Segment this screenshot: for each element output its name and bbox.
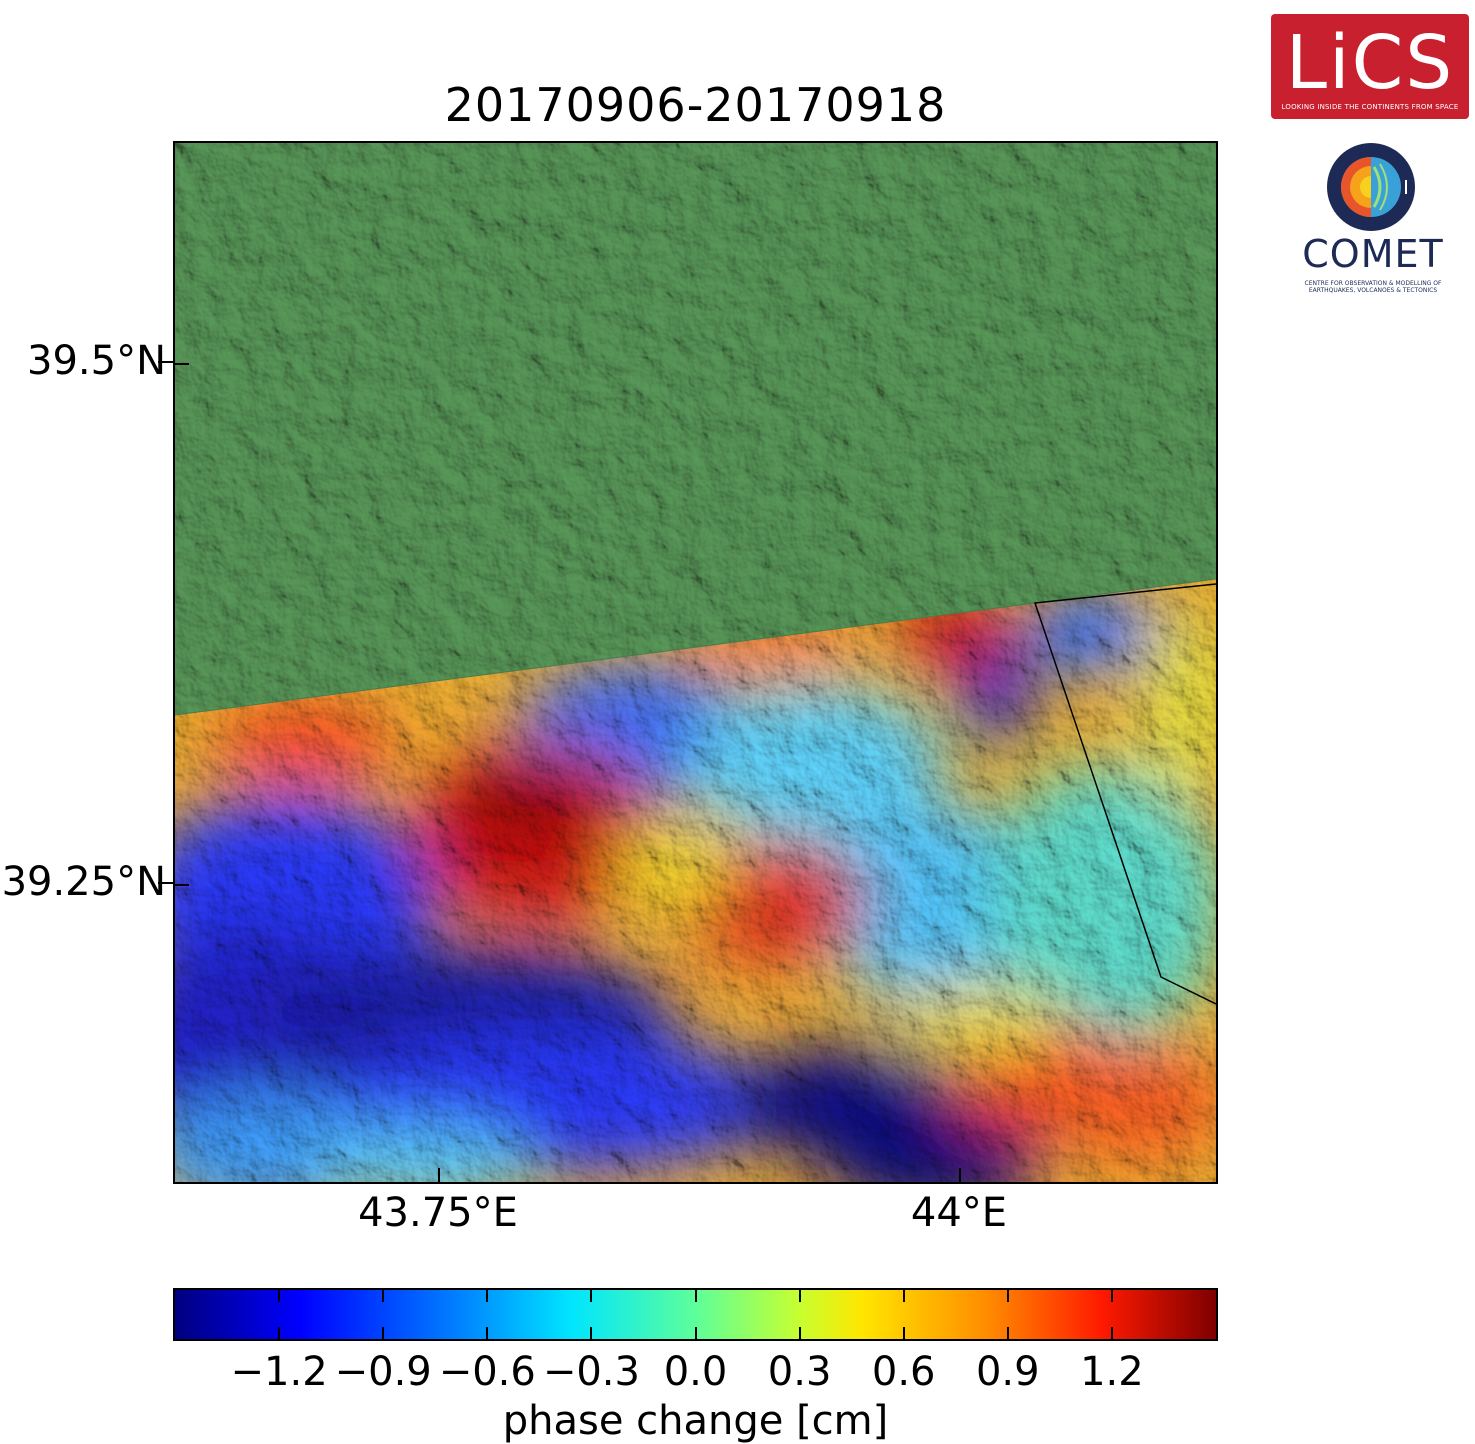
- comet-logo-text: COMET: [1302, 232, 1444, 276]
- terrain-relief: [175, 143, 1216, 1182]
- colorbar-tick-mark: [278, 1290, 281, 1302]
- colorbar-tick-mark: [1006, 1290, 1009, 1302]
- colorbar-tick-label: −0.6: [438, 1349, 536, 1395]
- y-tick-mark: [158, 882, 173, 884]
- colorbar-tick-label: 0.3: [767, 1349, 832, 1395]
- colorbar-tick-mark: [278, 1327, 281, 1339]
- lics-logo-subtitle: LOOKING INSIDE THE CONTINENTS FROM SPACE: [1281, 103, 1459, 111]
- colorbar-tick-label: −0.9: [334, 1349, 432, 1395]
- colorbar-tick-mark: [902, 1290, 905, 1302]
- comet-logo-icon: [1327, 143, 1415, 231]
- y-tick-label: 39.25°N: [1, 859, 166, 905]
- comet-logo-subtitle: CENTRE FOR OBSERVATION & MODELLING OF EA…: [1304, 280, 1442, 294]
- map-title: 20170906-20170918: [444, 78, 947, 132]
- colorbar-tick-mark: [798, 1290, 801, 1302]
- colorbar-tick-mark: [1006, 1327, 1009, 1339]
- border-line: [1033, 583, 1216, 1005]
- colorbar-tick-label: 1.2: [1080, 1349, 1144, 1395]
- colorbar-tick-mark: [382, 1327, 385, 1339]
- colorbar-tick-mark: [486, 1327, 489, 1339]
- colorbar-tick-label: 0.9: [975, 1349, 1040, 1395]
- interferogram-map[interactable]: [173, 141, 1218, 1184]
- colorbar-tick-mark: [590, 1327, 593, 1339]
- colorbar-label: phase change [cm]: [502, 1398, 889, 1444]
- lics-logo: LiCS LOOKING INSIDE THE CONTINENTS FROM …: [1271, 14, 1469, 119]
- colorbar-tick-label: −0.3: [542, 1349, 640, 1395]
- x-tick-label: 44°E: [910, 1190, 1008, 1236]
- colorbar-tick-mark: [694, 1290, 697, 1302]
- colorbar-tick-mark: [902, 1327, 905, 1339]
- axis-ticks: [175, 363, 961, 1182]
- colorbar-tick-mark: [694, 1327, 697, 1339]
- colorbar-tick-mark: [382, 1290, 385, 1302]
- map-canvas: [175, 143, 1216, 1182]
- colorbar-tick-mark: [486, 1290, 489, 1302]
- colorbar-tick-label: 0.6: [871, 1349, 936, 1395]
- colorbar-tick-mark: [798, 1327, 801, 1339]
- colorbar: [173, 1288, 1218, 1341]
- lics-logo-text: LiCS: [1285, 20, 1455, 106]
- x-tick-label: 43.75°E: [358, 1190, 518, 1236]
- colorbar-tick-mark: [1110, 1327, 1113, 1339]
- colorbar-tick-mark: [590, 1290, 593, 1302]
- y-tick-label: 39.5°N: [27, 338, 166, 384]
- colorbar-tick-label: 0.0: [663, 1349, 728, 1395]
- colorbar-tick-label: −1.2: [230, 1349, 328, 1395]
- y-tick-mark: [158, 361, 173, 363]
- colorbar-tick-mark: [1110, 1290, 1113, 1302]
